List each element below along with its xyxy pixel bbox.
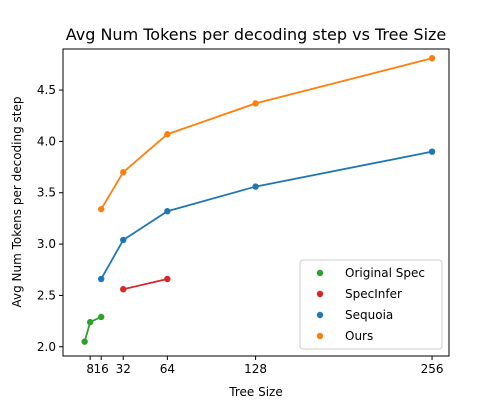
x-tick-label: 64 <box>160 362 175 376</box>
data-point-ours <box>252 100 259 107</box>
data-point-ours <box>97 205 105 213</box>
data-point-sequoia <box>252 183 259 190</box>
data-point-original-spec <box>97 313 105 321</box>
legend-label-specinfer: SpecInfer <box>345 287 402 301</box>
data-point-sequoia <box>164 208 171 215</box>
plot-area: 8 16 32 64 128 256 2.0 2.5 3.0 3.5 4.0 4.5 <box>37 48 450 376</box>
legend-marker-original-spec <box>316 269 324 277</box>
legend-marker-specinfer <box>316 290 324 298</box>
y-tick-label: 2.0 <box>37 340 56 354</box>
data-point-original-spec <box>81 338 88 345</box>
data-point-specinfer <box>120 286 127 293</box>
x-tick-label: 8 <box>86 362 94 376</box>
data-point-specinfer <box>164 275 171 283</box>
series-line-specinfer <box>123 278 168 291</box>
x-axis-label: Tree Size <box>228 385 282 399</box>
y-tick-label: 4.5 <box>37 83 56 97</box>
x-tick-label: 256 <box>421 362 444 376</box>
data-point-sequoia <box>97 275 105 283</box>
data-point-sequoia <box>428 148 436 155</box>
y-tick-label: 3.5 <box>37 186 56 200</box>
y-axis-label: Avg Num Tokens per decoding step <box>10 97 24 308</box>
legend-label-ours: Ours <box>345 329 373 343</box>
data-point-original-spec <box>86 318 94 326</box>
legend: Original Spec SpecInfer Sequoia Ours <box>299 259 443 350</box>
y-tick-label: 4.0 <box>37 134 56 148</box>
data-point-sequoia <box>120 236 127 244</box>
x-tick-label: 16 <box>94 362 109 376</box>
series-line-ours <box>100 57 433 210</box>
legend-box <box>299 259 443 350</box>
legend-marker-ours <box>316 332 324 340</box>
legend-label-sequoia: Sequoia <box>345 308 393 322</box>
legend-label-original-spec: Original Spec <box>345 266 425 280</box>
legend-marker-sequoia <box>316 311 324 319</box>
x-tick-label: 32 <box>116 362 131 376</box>
data-point-ours <box>120 169 127 176</box>
y-tick-label: 2.5 <box>37 288 56 302</box>
x-tick-label: 128 <box>244 362 267 376</box>
chart-title: Avg Num Tokens per decoding step vs Tree… <box>66 25 447 44</box>
data-point-ours <box>164 131 171 138</box>
y-tick-label: 3.0 <box>37 237 56 251</box>
data-point-ours <box>428 55 436 62</box>
